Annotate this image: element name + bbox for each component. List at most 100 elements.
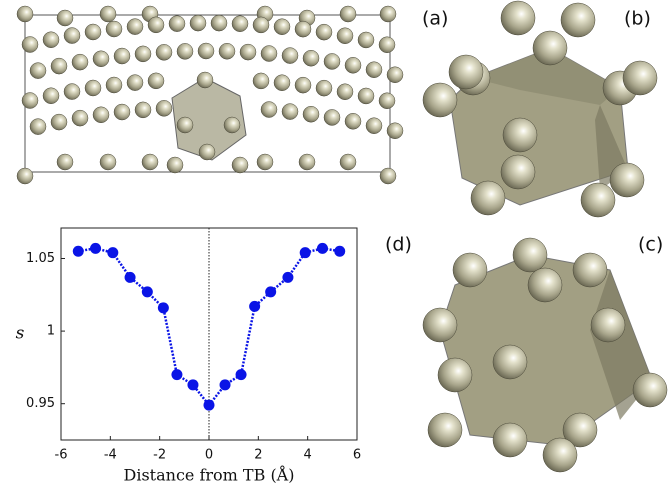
atom — [113, 103, 131, 121]
data-point — [299, 247, 311, 259]
atom — [147, 16, 165, 34]
atom — [260, 45, 278, 62]
atom — [365, 61, 383, 78]
x-tick-label: -2 — [153, 448, 166, 463]
atom — [223, 116, 241, 134]
atom — [590, 307, 626, 343]
atom — [16, 5, 34, 23]
atom — [176, 116, 194, 134]
atom — [252, 72, 270, 90]
atom — [502, 117, 538, 153]
atom — [155, 44, 173, 61]
atom — [155, 100, 173, 117]
data-point — [249, 300, 261, 312]
atom — [357, 87, 375, 105]
atom — [294, 20, 312, 38]
atom — [448, 54, 484, 90]
atom — [302, 105, 320, 123]
atom — [562, 412, 598, 448]
data-point — [90, 242, 102, 254]
panel-label: (d) — [385, 234, 412, 256]
atom — [176, 43, 194, 60]
data-point — [107, 247, 119, 259]
atom — [126, 74, 144, 91]
atom — [50, 113, 68, 131]
atom — [196, 71, 214, 89]
atom — [141, 153, 159, 171]
atom — [323, 109, 341, 126]
atom — [256, 153, 274, 171]
atom — [168, 15, 186, 32]
atom — [492, 422, 528, 458]
panel-label: (b) — [624, 8, 651, 30]
atom — [197, 42, 215, 60]
data-point — [171, 369, 183, 381]
atom — [29, 118, 47, 135]
atom — [452, 252, 488, 288]
atom — [422, 82, 458, 118]
atom — [580, 182, 616, 218]
y-tick-label: 1.05 — [26, 251, 55, 266]
atom — [56, 153, 74, 171]
atom — [357, 31, 375, 49]
data-point — [219, 379, 231, 391]
atom — [386, 122, 404, 139]
atom — [632, 372, 668, 408]
data-point — [203, 399, 215, 411]
atom — [84, 79, 102, 97]
atom — [315, 23, 333, 41]
atom — [21, 92, 39, 109]
atom — [378, 36, 396, 54]
atom — [622, 60, 658, 96]
face — [473, 48, 620, 105]
atom — [336, 83, 354, 100]
atom — [92, 106, 110, 124]
x-tick-label: 4 — [304, 448, 312, 463]
atom — [218, 42, 236, 60]
data-point — [265, 286, 277, 298]
atom — [302, 49, 320, 67]
atom — [99, 153, 117, 171]
atom — [50, 57, 68, 75]
data-point — [141, 286, 153, 298]
data-point — [124, 271, 136, 283]
atom — [379, 167, 397, 185]
atom — [336, 27, 354, 44]
atom — [500, 0, 536, 36]
atom — [527, 267, 563, 303]
atom — [386, 66, 404, 83]
y-tick-label: 1 — [47, 324, 55, 339]
atom — [422, 307, 458, 343]
atom — [113, 47, 131, 65]
atom — [231, 156, 249, 174]
atom — [126, 18, 144, 35]
atom — [273, 18, 291, 35]
atom — [147, 72, 165, 90]
atom — [344, 113, 362, 130]
x-tick-label: 2 — [254, 448, 262, 463]
atom — [365, 117, 383, 134]
atom — [99, 5, 117, 23]
atom — [323, 53, 341, 70]
atom — [378, 92, 396, 110]
y-tick-label: 0.95 — [26, 396, 55, 411]
y-axis-label: s — [16, 324, 25, 344]
atom — [166, 156, 184, 174]
atom — [21, 36, 39, 53]
atom — [339, 153, 357, 171]
x-tick-label: -6 — [55, 448, 68, 463]
atom — [84, 23, 102, 41]
atom — [344, 57, 362, 74]
atom — [298, 153, 316, 171]
atom — [134, 45, 152, 63]
data-line — [78, 247, 340, 408]
atom — [315, 79, 333, 97]
atom — [16, 167, 34, 185]
data-point — [72, 245, 84, 257]
atom — [512, 237, 548, 273]
data-point — [235, 369, 247, 381]
atom — [560, 2, 596, 38]
atom — [71, 109, 89, 127]
atom — [42, 31, 60, 48]
